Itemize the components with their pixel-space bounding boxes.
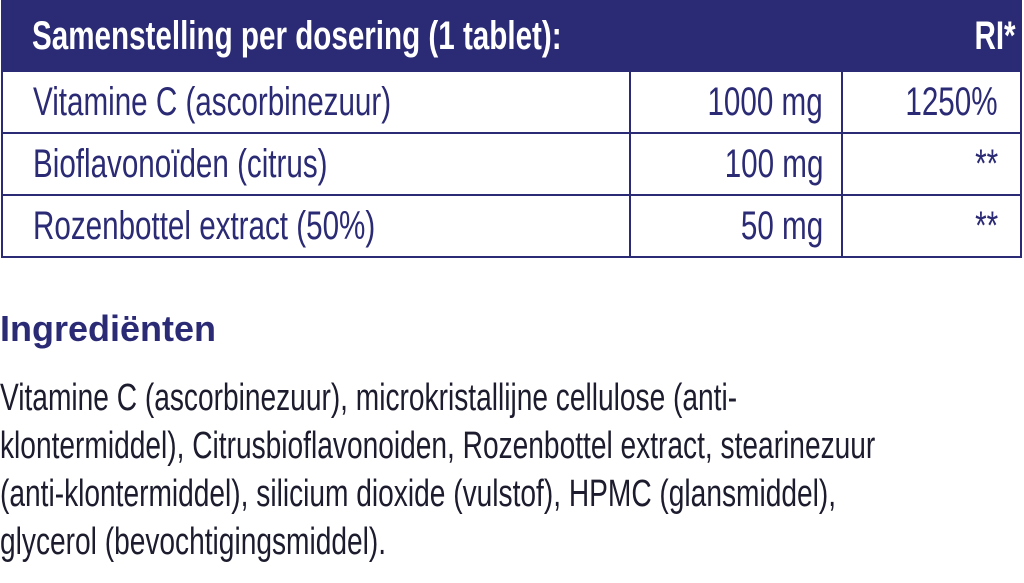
ingredients-line: Vitamine C (ascorbinezuur), microkristal…	[0, 377, 738, 419]
ingredients-heading: Ingrediënten	[0, 308, 217, 349]
ingredient-ri: 1250%	[905, 80, 998, 124]
ingredients-text: Vitamine C (ascorbinezuur), microkristal…	[0, 374, 1024, 566]
table-row: Bioflavonoïden (citrus) 100 mg **	[1, 134, 1022, 196]
ingredients-line: glycerol (bevochtigingsmiddel).	[0, 521, 387, 563]
ingredient-ri: **	[974, 142, 998, 186]
ingredient-ri: **	[974, 204, 998, 248]
ingredient-amount: 100 mg	[724, 142, 823, 186]
table-title: Samenstelling per dosering (1 tablet):	[32, 14, 562, 58]
table-row: Rozenbottel extract (50%) 50 mg **	[1, 196, 1022, 258]
ingredient-name: Rozenbottel extract (50%)	[33, 204, 376, 248]
ingredient-amount: 1000 mg	[707, 80, 823, 124]
ingredient-name: Vitamine C (ascorbinezuur)	[33, 80, 392, 124]
ingredients-line: klontermiddel), Citrusbioflavonoiden, Ro…	[0, 425, 876, 467]
table-header: Samenstelling per dosering (1 tablet): R…	[1, 0, 1022, 72]
ri-header: RI*	[974, 14, 1016, 58]
ingredient-amount: 50 mg	[740, 204, 823, 248]
ingredients-line: (anti-klontermiddel), silicium dioxide (…	[0, 473, 837, 515]
table-row: Vitamine C (ascorbinezuur) 1000 mg 1250%	[1, 72, 1022, 134]
ingredient-name: Bioflavonoïden (citrus)	[33, 142, 328, 186]
composition-table: Samenstelling per dosering (1 tablet): R…	[1, 0, 1022, 258]
